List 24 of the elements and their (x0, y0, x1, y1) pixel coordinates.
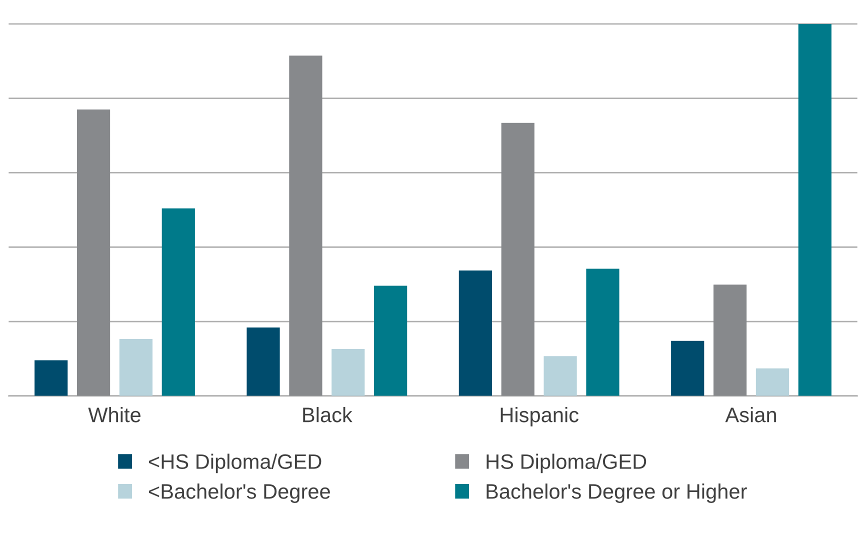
legend-label: <Bachelor's Degree (148, 484, 330, 503)
bar (671, 340, 704, 396)
bar (713, 284, 747, 396)
x-tick-label: Hispanic (500, 407, 578, 426)
x-tick-label: Black (303, 407, 352, 422)
bar (332, 349, 365, 396)
bar (34, 360, 68, 396)
bar (756, 368, 790, 396)
bar (246, 327, 280, 396)
bar (544, 356, 577, 396)
bar (586, 268, 620, 396)
x-tick-label: Asian (725, 407, 776, 422)
legend-label: Bachelor's Degree or Higher (486, 484, 747, 503)
bar (162, 208, 195, 396)
bar (798, 24, 832, 396)
legend-label: <HS Diploma/GED (148, 454, 322, 474)
legend-label: HS Diploma/GED (486, 454, 646, 474)
x-tick-label: White (88, 407, 140, 422)
bar (289, 56, 322, 396)
bar (374, 286, 408, 396)
bar (501, 122, 534, 396)
bar (119, 338, 153, 396)
bar (458, 270, 492, 396)
bar (76, 109, 110, 396)
